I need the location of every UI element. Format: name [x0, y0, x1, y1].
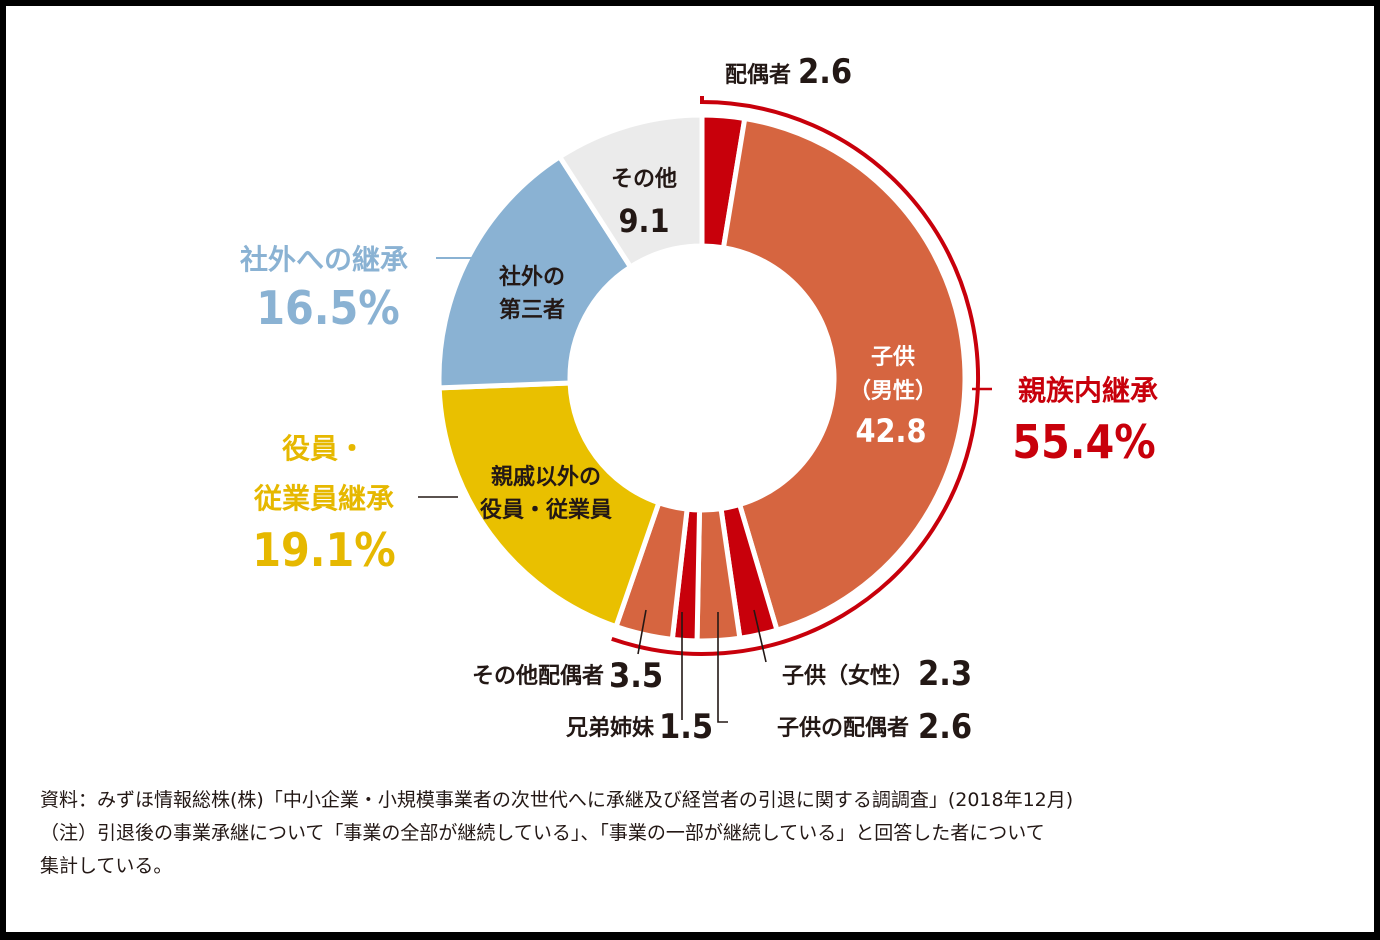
donut-slice-7	[436, 153, 635, 391]
value-daughter: 2.3	[918, 654, 972, 694]
leader-line-child-spouse	[717, 612, 728, 723]
donut-slices	[436, 112, 968, 644]
label-spouse: 配偶者	[725, 63, 791, 88]
label-child-spouse: 子供の配偶者	[777, 715, 909, 741]
label-third-party: 社外の	[499, 264, 565, 290]
group-label-employees-sub: 従業員継承	[253, 482, 394, 515]
label-son: 子供	[871, 344, 915, 370]
value-spouse: 2.6	[798, 52, 852, 92]
donut-slice-8	[556, 112, 705, 271]
value-child-spouse: 2.6	[918, 707, 972, 747]
label-son-sub: （男性）	[849, 379, 937, 404]
label-employees-sub: 役員・従業員	[480, 497, 612, 523]
label-other-spouse: その他配偶者	[472, 664, 604, 689]
leader-line-daughter	[753, 609, 767, 663]
group-label-employees: 役員・	[282, 432, 366, 465]
footnote: 資料：みずほ情報総株(株)「中小企業・小規模事業者の次世代へに承継及び経営者の引…	[40, 784, 1360, 883]
value-other: 9.1	[619, 202, 670, 240]
value-son: 42.8	[855, 412, 926, 450]
chart-frame: 子供 （男性） 42.8 その他 9.1 社外の 第三者 親戚以外の 役員・従業…	[6, 6, 1374, 932]
group-value-employees: 19.1%	[252, 523, 396, 577]
donut-chart: 子供 （男性） 42.8 その他 9.1 社外の 第三者 親戚以外の 役員・従業…	[240, 52, 1158, 747]
group-label-family: 親族内継承	[1018, 374, 1158, 407]
label-other: その他	[611, 167, 677, 192]
donut-slice-1	[720, 115, 968, 634]
group-value-family: 55.4%	[1012, 415, 1156, 469]
group-value-external: 16.5%	[256, 281, 400, 335]
footnote-note-cont: 集計している。	[40, 855, 173, 877]
value-siblings: 1.5	[659, 707, 713, 747]
label-daughter: 子供（女性）	[782, 663, 914, 689]
leader-line-other-spouse	[637, 609, 647, 655]
label-siblings: 兄弟姉妹	[565, 715, 655, 741]
value-other-spouse: 3.5	[609, 656, 663, 696]
label-employees: 親戚以外の	[491, 464, 601, 490]
donut-slice-6	[436, 380, 663, 630]
label-third-party-sub: 第三者	[499, 297, 565, 323]
footnote-source: 資料：みずほ情報総株(株)「中小企業・小規模事業者の次世代へに承継及び経営者の引…	[40, 789, 1074, 811]
group-label-external: 社外への継承	[240, 243, 408, 276]
footnote-note: （注）引退後の事業承継について「事業の全部が継続している」、「事業の一部が継続し…	[40, 822, 1045, 844]
